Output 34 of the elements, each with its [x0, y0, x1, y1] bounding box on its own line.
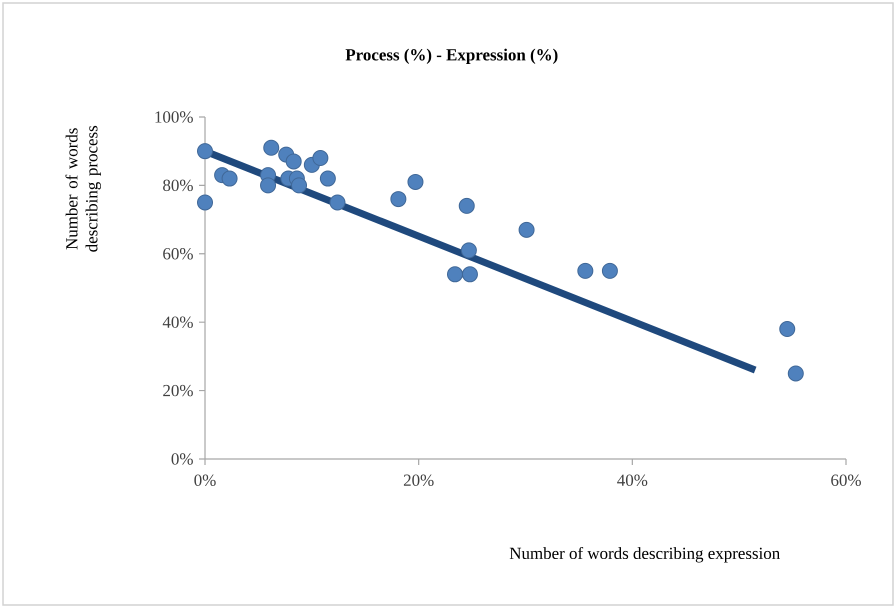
point — [263, 140, 280, 156]
point — [291, 177, 308, 194]
point — [462, 266, 478, 282]
point — [460, 242, 477, 258]
point — [577, 262, 594, 279]
x-axis-title: Number of words describing expression — [510, 546, 780, 563]
y-axis-title: Number of words describing process — [65, 126, 101, 252]
point — [222, 170, 238, 187]
point — [197, 143, 214, 160]
y-tick-label: 0% — [172, 453, 193, 465]
point — [312, 150, 328, 166]
point — [446, 266, 463, 282]
y-tick-label: 40% — [162, 316, 193, 328]
point — [390, 191, 406, 208]
point — [602, 262, 618, 279]
point — [518, 222, 535, 238]
point — [779, 321, 796, 338]
point — [458, 198, 475, 214]
y-tick-label: 20% — [163, 384, 193, 396]
point — [320, 170, 336, 187]
x-tick-label: 0% — [194, 474, 216, 486]
chart-title: Process (%) - Expression (%) — [346, 48, 558, 64]
point — [329, 194, 346, 210]
y-tick-label: 60% — [163, 248, 193, 260]
y-tick-label: 80% — [163, 180, 193, 192]
point — [286, 153, 302, 170]
point — [197, 194, 214, 210]
x-tick-label: 60% — [831, 474, 861, 486]
x-tick-label: 20% — [404, 474, 434, 486]
point — [260, 177, 276, 194]
point — [407, 174, 424, 190]
point — [788, 365, 804, 382]
y-tick-label: 100% — [155, 111, 193, 123]
x-tick-label: 40% — [617, 474, 648, 486]
